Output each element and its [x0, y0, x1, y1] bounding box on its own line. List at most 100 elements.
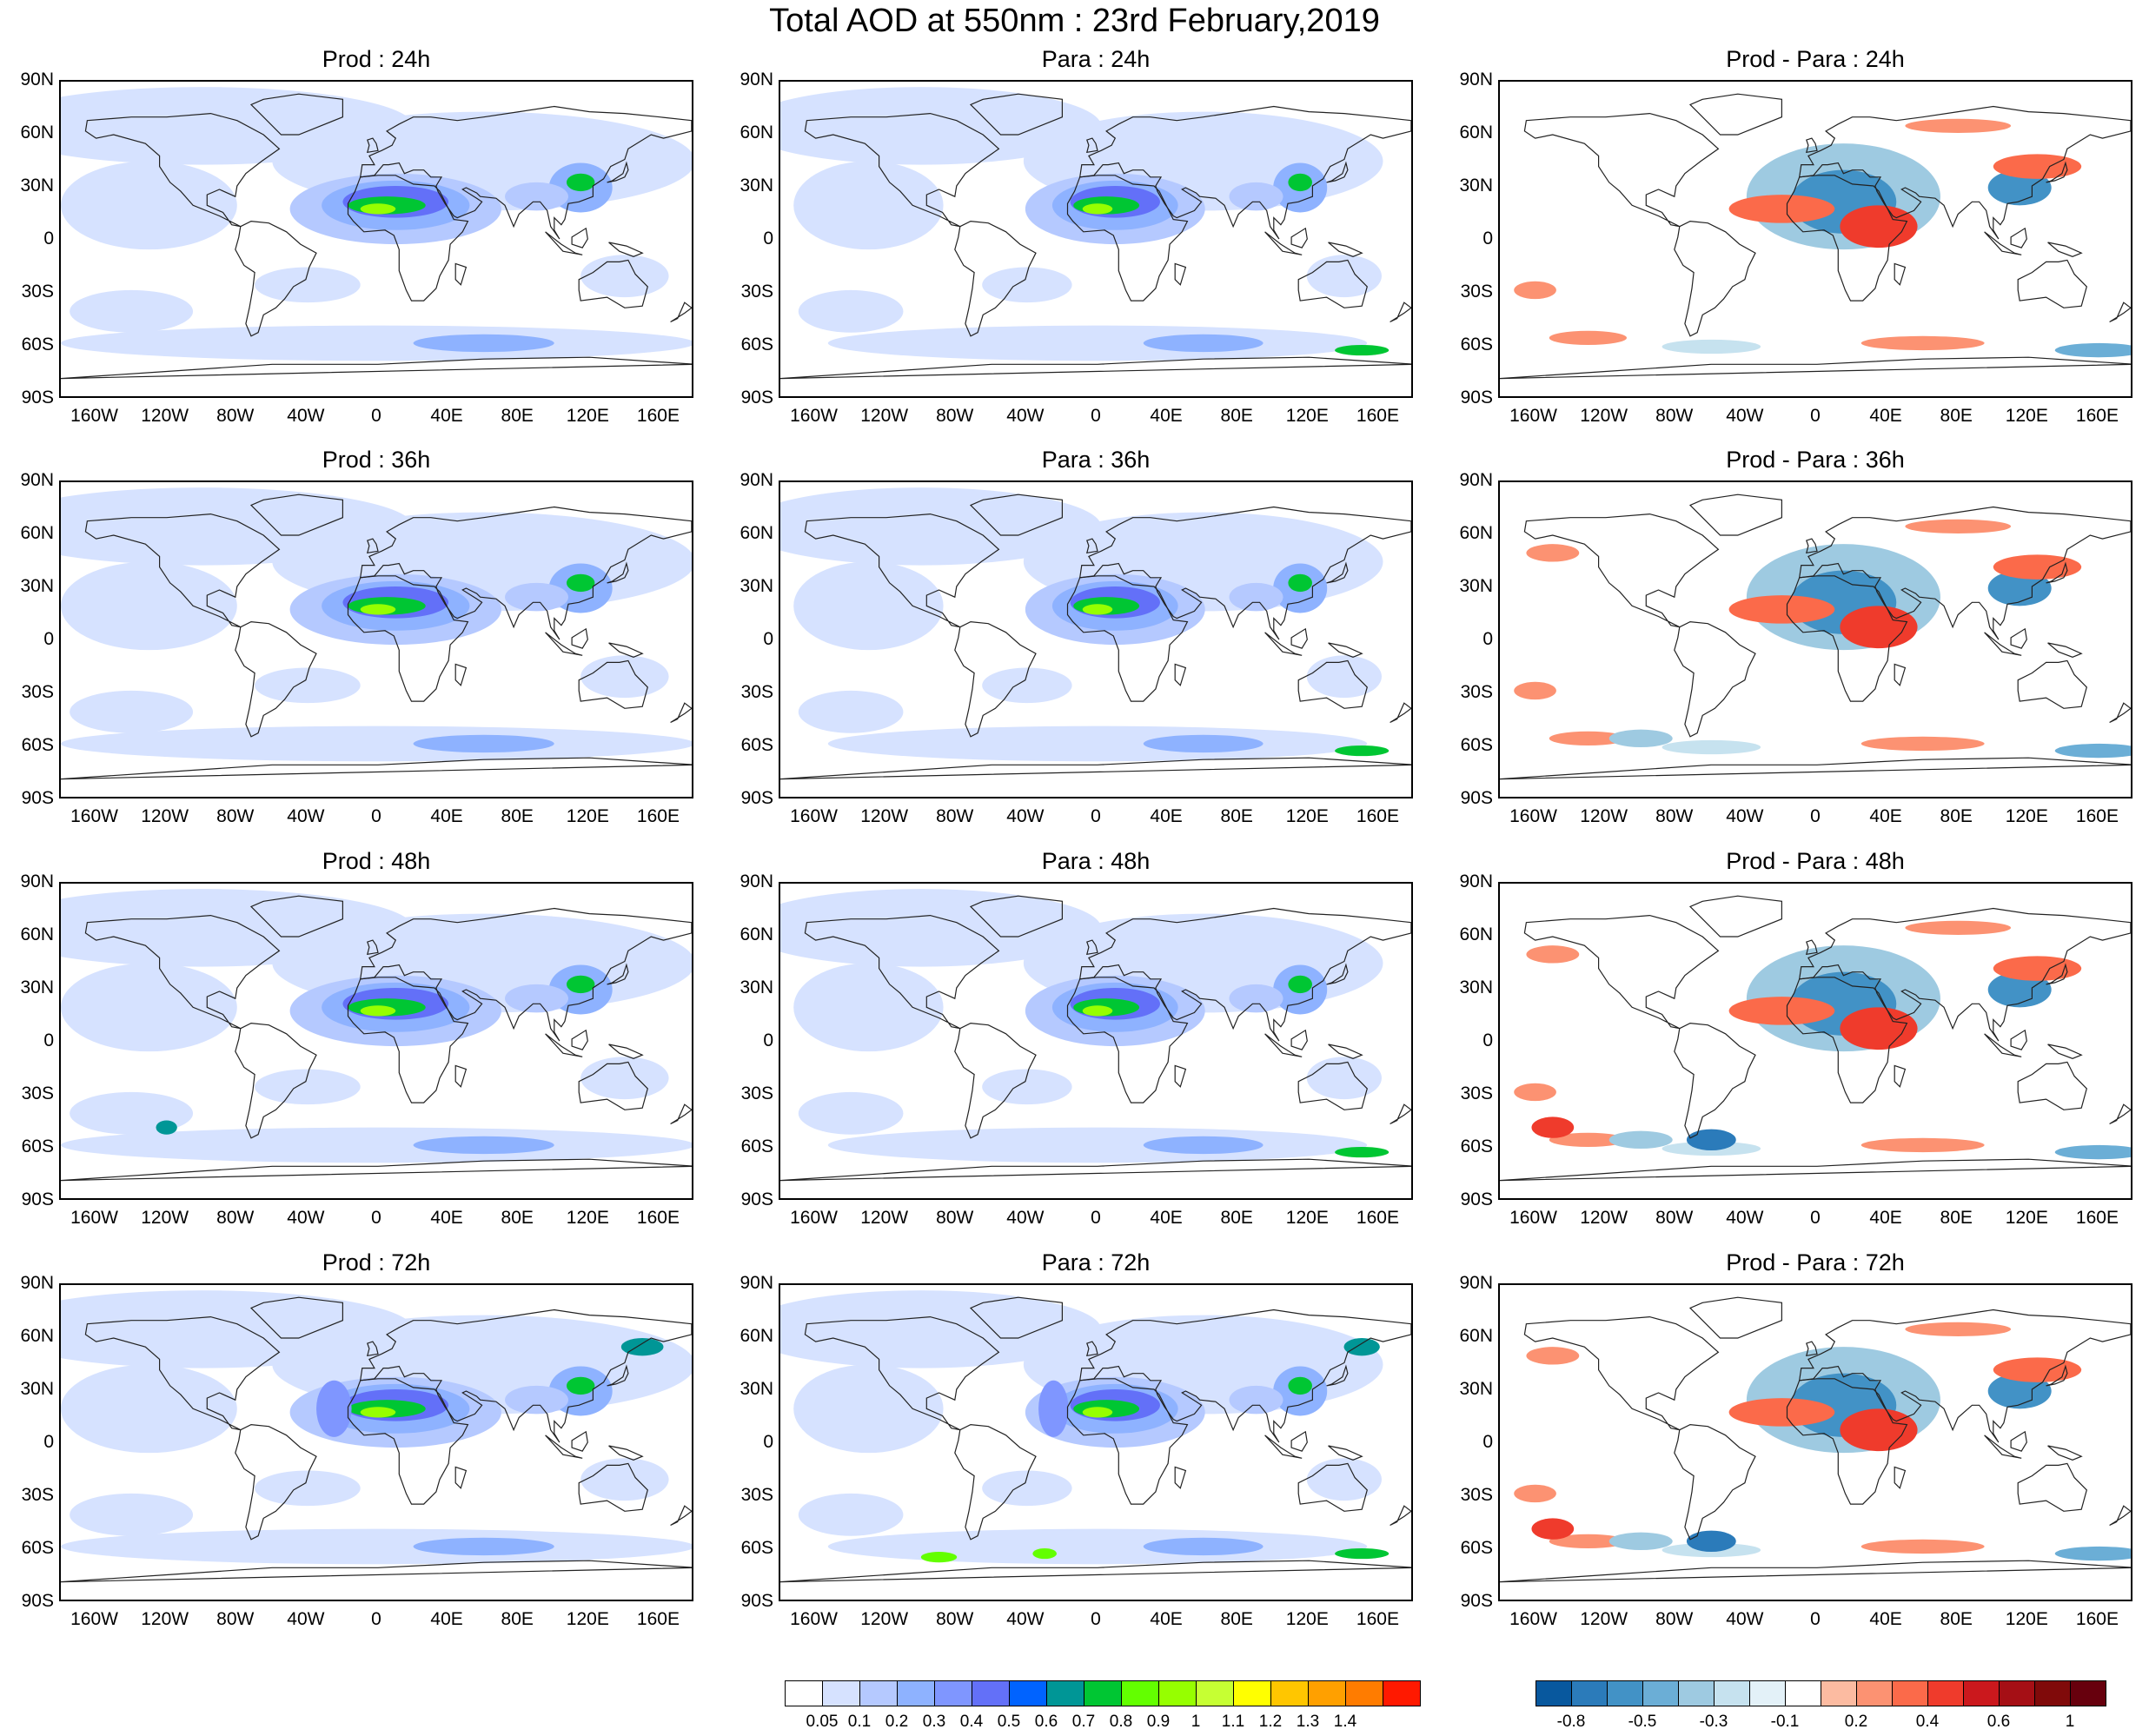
latitude-tick-label: 90S [21, 788, 54, 808]
coastline [1805, 137, 1818, 154]
coastline [84, 112, 281, 228]
colorbar-swatch [897, 1680, 935, 1706]
latitude-tick-label: 30S [740, 1083, 773, 1103]
longitude-tick-label: 160W [790, 406, 838, 426]
coastline [670, 1103, 692, 1125]
colorbar-swatch [1678, 1680, 1715, 1706]
colorbar-swatch [859, 1680, 898, 1706]
aod-field-patch [505, 182, 568, 211]
aod-field-patch [1082, 1005, 1113, 1017]
coastline [1066, 977, 1189, 1103]
longitude-tick-label: 0 [1810, 406, 1821, 426]
coastline [1326, 561, 1349, 584]
coastline [1078, 907, 1411, 1042]
difference-field-patch [1608, 1130, 1673, 1149]
colorbar-label: -0.3 [1699, 1713, 1728, 1731]
longitude-tick-label: 40E [1869, 1609, 1902, 1629]
latitude-tick-label: 60N [740, 1326, 773, 1346]
aod-field-patch [413, 334, 554, 353]
coastline [607, 1364, 629, 1387]
longitude-tick-label: 80W [936, 406, 974, 426]
colorbar-swatch [1270, 1680, 1309, 1706]
coastline [1805, 939, 1818, 956]
aod-field-patch [1335, 1146, 1390, 1158]
map-svg [61, 1285, 692, 1600]
longitude-tick-label: 80W [216, 1609, 255, 1629]
longitude-tick-label: 80E [1940, 1208, 1973, 1228]
colorbar-label: 1.3 [1296, 1713, 1320, 1731]
longitude-tick-label: 160E [636, 406, 680, 426]
aod-field-patch [413, 1537, 554, 1556]
coastline [1390, 1103, 1411, 1125]
longitude-tick-label: 80E [1220, 1609, 1253, 1629]
longitude-tick-label: 120E [2005, 406, 2048, 426]
coastline [2046, 963, 2068, 985]
aod-field-patch [566, 1376, 595, 1395]
longitude-tick-label: 40W [1006, 406, 1045, 426]
coastline [1984, 1033, 2022, 1057]
difference-field-patch [1728, 595, 1835, 624]
aod-field-patch [827, 726, 1368, 762]
difference-field-patch [1686, 1129, 1736, 1151]
coastline [84, 914, 281, 1030]
colorbar-swatch [1821, 1680, 1857, 1706]
colorbar-swatch [1308, 1680, 1346, 1706]
coastline [608, 242, 644, 257]
latitude-tick-label: 60N [20, 123, 54, 142]
coastline [235, 1423, 317, 1541]
coastline [954, 620, 1037, 738]
aod-field-patch [1082, 1407, 1113, 1418]
coastline [235, 220, 317, 337]
latitude-tick-label: 90N [740, 1273, 773, 1293]
coastline [780, 1560, 1411, 1583]
longitude-tick-label: 0 [1810, 806, 1821, 826]
longitude-tick-label: 160E [636, 1208, 680, 1228]
longitude-tick-label: 40E [430, 806, 463, 826]
longitude-tick-label: 160E [1356, 1208, 1399, 1228]
latitude-tick-label: 60N [1459, 1326, 1493, 1346]
aod-field-patch [620, 1338, 664, 1356]
longitude-tick-label: 120W [860, 806, 909, 826]
latitude-tick-label: 60N [1459, 523, 1493, 543]
coastline [249, 895, 343, 938]
colorbar-label: 0.7 [1071, 1713, 1096, 1731]
colorbar-label: 1 [2065, 1713, 2075, 1731]
colorbar-label: 1.1 [1221, 1713, 1245, 1731]
coastline [454, 1466, 468, 1489]
coastline [235, 620, 317, 738]
coastline [1894, 1466, 1907, 1489]
latitude-tick-label: 90S [740, 388, 773, 407]
coastline [235, 1022, 317, 1139]
map-panel-para-72h: Para : 72h 90N 60N 30N 0 30S 60S 90S 160W 120W 80W… [720, 1249, 1428, 1648]
colorbar-label: 0.8 [1109, 1713, 1133, 1731]
latitude-tick-label: 90S [1460, 1189, 1493, 1209]
coastline [1984, 1435, 2022, 1459]
longitude-tick-label: 40W [1726, 806, 1764, 826]
coastline [1798, 1309, 2131, 1443]
latitude-tick-label: 90S [21, 1189, 54, 1209]
aod-field-patch [780, 1290, 1101, 1368]
colorbar-swatch [785, 1680, 823, 1706]
latitude-tick-label: 90S [1460, 1591, 1493, 1611]
coastline [670, 702, 692, 724]
colorbar-label: 0.9 [1146, 1713, 1171, 1731]
panel-title: Prod : 24h [322, 46, 431, 72]
coastline [1688, 93, 1782, 136]
longitude-tick-label: 40E [1150, 406, 1183, 426]
aod-field-patch [793, 561, 944, 651]
aod-field-patch [70, 289, 194, 333]
latitude-tick-label: 60S [21, 1136, 54, 1156]
aod-field-patch [1229, 984, 1283, 1013]
map-plot-area [1498, 882, 2132, 1200]
difference-field-patch [1526, 544, 1580, 562]
difference-field-patch [1526, 1347, 1580, 1365]
map-panel-prod-24h: Prod : 24h 90N 60N 30N 0 30S 60S 90S 160W 120W 80W… [0, 45, 708, 445]
difference-field-patch [2054, 342, 2131, 358]
aod-field-patch [1335, 1547, 1390, 1560]
map-panel-para-36h: Para : 36h 90N 60N 30N 0 30S 60S 90S 160W 120W 80W… [720, 446, 1428, 845]
coastline [607, 161, 629, 183]
longitude-tick-label: 80E [1940, 406, 1973, 426]
coastline [2046, 561, 2068, 584]
colorbar-swatch [1642, 1680, 1679, 1706]
longitude-tick-label: 120E [2005, 1609, 2048, 1629]
